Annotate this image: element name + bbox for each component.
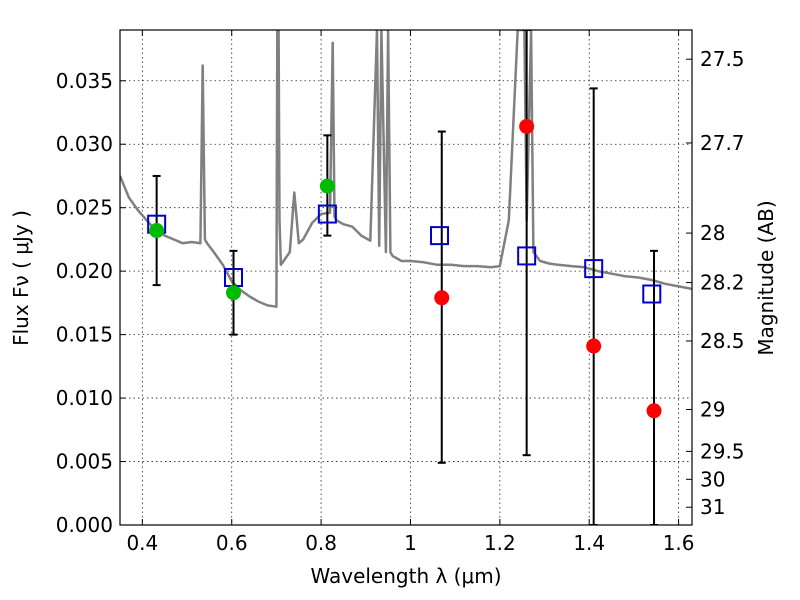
y-tick-label: 0.015 <box>56 323 113 347</box>
x-tick-label: 1.4 <box>573 531 605 555</box>
plot-frame <box>119 29 693 526</box>
detection-point <box>226 285 242 301</box>
y-tick-label: 0.010 <box>56 386 113 410</box>
y2-tick-label: 30 <box>700 467 725 491</box>
y-tick-label: 0.035 <box>56 69 113 93</box>
y2-tick-label: 28.5 <box>700 329 745 353</box>
grid <box>120 30 692 526</box>
y-tick-label: 0.020 <box>56 259 113 283</box>
model-point <box>517 246 537 266</box>
x-tick-label: 1.2 <box>484 531 516 555</box>
y-tick-label: 0.030 <box>56 132 113 156</box>
nondetection-point <box>434 290 450 306</box>
y-axis-title: Flux Fν ( μJy ) <box>9 210 33 346</box>
detection-point <box>319 178 335 194</box>
nondetection-point <box>586 338 602 354</box>
photometry-points <box>147 118 662 419</box>
x-tick-label: 0.8 <box>305 531 337 555</box>
axis-ticks: 0.4 0.6 0.8 1 1.2 1.4 1.6 0.000 0.005 0.010 0.015 0… <box>56 30 745 555</box>
y2-tick-label: 28 <box>700 221 725 245</box>
y2-tick-label: 27.7 <box>700 131 745 155</box>
x-tick-label: 1.6 <box>663 531 695 555</box>
y2-tick-label: 29.5 <box>700 439 745 463</box>
nondetection-point <box>519 118 535 134</box>
x-tick-label: 0.4 <box>126 531 158 555</box>
spectrum <box>120 30 692 308</box>
y2-tick-label: 27.5 <box>700 47 745 71</box>
model-point <box>642 284 662 304</box>
spectrum-line <box>120 30 692 308</box>
x-axis-title: Wavelength λ (μm) <box>310 564 501 588</box>
y2-axis-title: Magnitude (AB) <box>754 200 778 355</box>
model-point <box>584 259 604 279</box>
y-tick-label: 0.000 <box>56 513 113 537</box>
y-tick-label: 0.005 <box>56 450 113 474</box>
x-tick-label: 1 <box>404 531 417 555</box>
model-point <box>317 204 337 224</box>
y2-tick-label: 31 <box>700 495 725 519</box>
model-point <box>430 226 450 246</box>
detection-point <box>149 223 165 239</box>
y2-tick-label: 29 <box>700 398 725 422</box>
y-tick-label: 0.025 <box>56 196 113 220</box>
x-tick-label: 0.6 <box>216 531 248 555</box>
y2-tick-label: 28.2 <box>700 271 745 295</box>
nondetection-point <box>646 403 662 419</box>
